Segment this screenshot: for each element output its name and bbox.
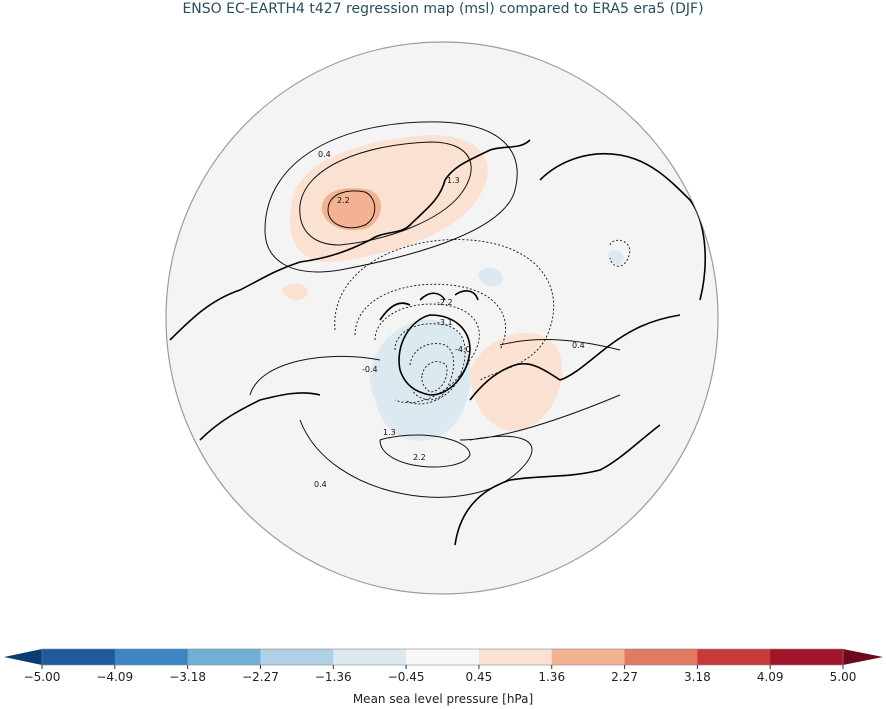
colorbar-swatch: [697, 649, 771, 665]
contour-positive-pacific-mid: [299, 141, 472, 246]
colorbar-swatch: [406, 649, 480, 665]
positive-anomaly-pacific-core: [321, 188, 382, 231]
colorbar-swatch: [624, 649, 698, 665]
map-title: ENSO EC-EARTH4 t427 regression map (msl)…: [182, 1, 704, 17]
positive-anomaly-atlantic: [470, 332, 563, 431]
contour-label-arctic-a: -3.1: [437, 318, 453, 327]
negative-anomaly-small: [478, 267, 503, 287]
negative-anomaly-asia: [608, 250, 624, 265]
colorbar-frame: [41, 648, 844, 666]
contour-label-arctic-b: -4.0: [455, 345, 471, 354]
colorbar-swatch: [478, 649, 553, 665]
colorbar-tick-label: −3.18: [169, 670, 206, 684]
colorbar-extend-high: [843, 649, 883, 665]
positive-anomaly-small: [282, 283, 308, 300]
contour-label-arctic-c: -0.4: [362, 365, 378, 374]
colorbar: −5.00 −4.09 −3.18 −2.27 −1.36 −0.45 0.45 1.36 2.…: [4, 648, 883, 684]
polar-map: 0.4 1.3 2.2 -2.2 -3.1 -4.0 -0.4 1.3 2.2 …: [165, 41, 719, 595]
coastline-africa: [454, 424, 661, 546]
contour-negative-1: [354, 283, 506, 351]
contour-label-pacific-mid: 1.3: [447, 176, 460, 185]
colorbar-swatch: [260, 649, 334, 665]
contour-negative-outer: [334, 239, 555, 381]
colorbar-extend-low: [4, 649, 42, 665]
contour-label-atlantic-c: 0.4: [314, 480, 327, 489]
contour-negative-5: [421, 361, 448, 393]
contour-negative-asia: [609, 239, 631, 267]
colorbar-tick-label: 0.45: [466, 670, 493, 684]
colorbar-tick-label: 2.27: [611, 670, 638, 684]
contour-label-pacific-outer: 0.4: [318, 150, 331, 159]
colorbar-tick-label: 3.18: [684, 670, 711, 684]
colorbar-tick-label: 4.09: [757, 670, 784, 684]
colorbar-tick-label: 1.36: [538, 670, 565, 684]
colorbar-tick-label: 5.00: [830, 670, 857, 684]
contour-label-arctic-outer: -2.2: [437, 298, 453, 307]
coastline-europe: [469, 314, 681, 401]
colorbar-swatch: [42, 649, 116, 665]
contour-negative-2: [374, 303, 480, 404]
coastline-asia: [539, 152, 706, 301]
coastline-greenland: [398, 314, 471, 396]
colorbar-label: Mean sea level pressure [hPa]: [352, 692, 534, 706]
coastline-arctic-islands: [379, 290, 479, 321]
colorbar-tick-label: −4.09: [96, 670, 133, 684]
positive-anomaly-pacific: [289, 135, 488, 262]
contour-label-pacific-inner: 2.2: [337, 196, 350, 205]
colorbar-tick-label: −2.27: [242, 670, 279, 684]
colorbar-swatch: [770, 649, 844, 665]
contour-positive-atlantic-mid: [379, 434, 471, 468]
colorbar-swatch: [333, 649, 407, 665]
contour-positive-pacific-outer: [264, 121, 518, 273]
colorbar-tick-label: −1.36: [315, 670, 352, 684]
coastline-central-america: [199, 392, 321, 441]
colorbar-swatch: [551, 649, 626, 665]
contour-label-atlantic-a: 1.3: [383, 428, 396, 437]
contour-label-eurasia: 0.4: [572, 341, 585, 350]
colorbar-tick-label: −5.00: [24, 670, 61, 684]
colorbar-tick-label: −0.45: [388, 670, 425, 684]
contour-label-atlantic-b: 2.2: [413, 453, 426, 462]
colorbar-swatch: [187, 649, 261, 665]
contour-negative-4: [409, 343, 455, 401]
contour-positive-pacific-inner: [327, 190, 376, 229]
colorbar-swatch: [114, 649, 189, 665]
coastline-north-america: [169, 139, 531, 341]
